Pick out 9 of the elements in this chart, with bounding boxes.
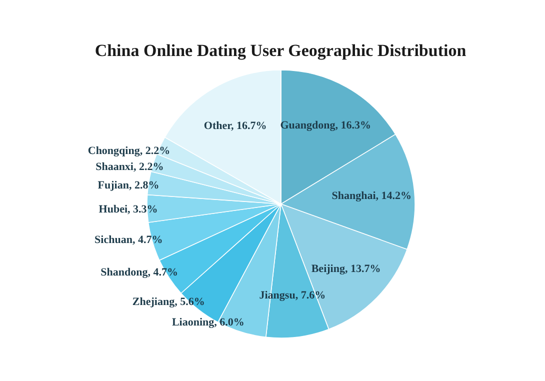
slice-label: Shanghai, 14.2% xyxy=(332,190,412,202)
chart-title: China Online Dating User Geographic Distribution xyxy=(94,41,467,60)
slice-label: Liaoning, 6.0% xyxy=(172,316,244,329)
slice-label: Chongqing, 2.2% xyxy=(88,145,170,158)
slice-label: Fujian, 2.8% xyxy=(98,180,160,192)
slice-label: Other, 16.7% xyxy=(204,120,267,132)
slice-label: Shaanxi, 2.2% xyxy=(96,160,164,173)
slice-label: Beijing, 13.7% xyxy=(311,262,381,275)
slice-label: Hubei, 3.3% xyxy=(98,203,158,216)
